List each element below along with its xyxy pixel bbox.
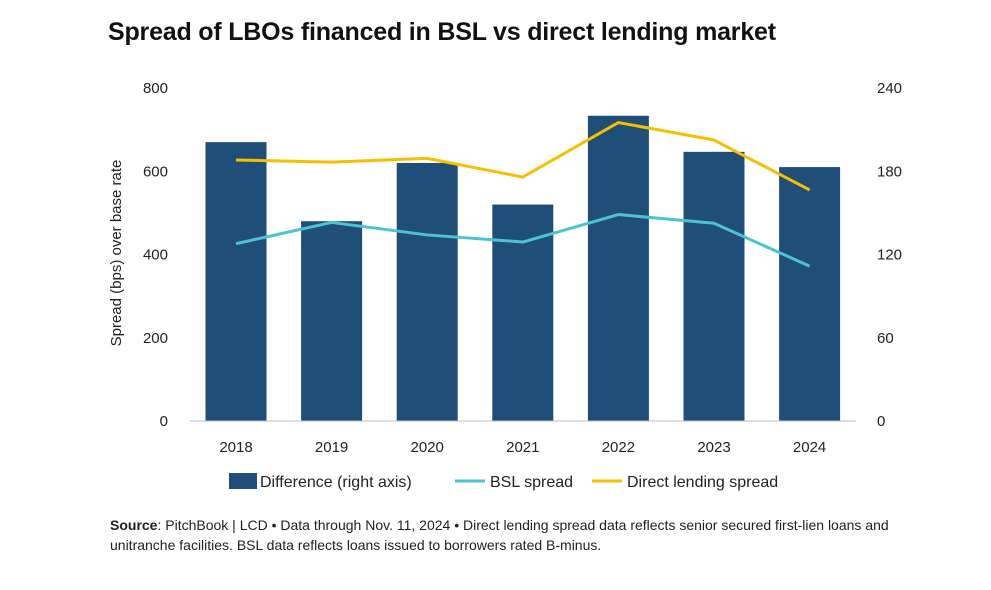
x-tick-label: 2018 [219,439,252,456]
bar-difference-2023 [683,151,745,421]
right-axis-ticks: 0 60 120 180 240 [877,80,902,430]
legend-label-bsl: BSL spread [490,474,573,491]
lines-group [235,121,811,268]
right-tick-label: 180 [877,163,902,180]
x-tick-label: 2023 [697,439,730,456]
x-tick-label: 2020 [411,439,444,456]
right-tick-label: 240 [877,80,902,97]
bar-difference-2020 [396,162,458,422]
source-text: : PitchBook | LCD • Data through Nov. 11… [110,517,889,553]
x-tick-label: 2024 [793,439,826,456]
left-tick-label: 800 [143,80,168,97]
legend-label-difference: Difference (right axis) [260,474,412,491]
left-tick-label: 200 [143,330,168,347]
bar-difference-2018 [205,142,267,422]
left-axis-ticks: 0 200 400 600 800 [143,80,168,430]
x-axis-ticks: 2018 2019 2020 2021 2022 2023 2024 [219,439,826,456]
source-label: Source [110,517,158,533]
bar-difference-2022 [587,115,649,421]
legend-label-direct: Direct lending spread [627,474,778,491]
bar-difference-2019 [301,221,363,421]
right-tick-label: 0 [877,413,885,430]
left-tick-label: 400 [143,247,168,264]
legend-swatch-difference [229,473,257,489]
left-tick-label: 600 [143,163,168,180]
x-tick-label: 2022 [602,439,635,456]
chart-title: Spread of LBOs financed in BSL vs direct… [108,18,776,46]
bar-difference-2024 [779,167,841,421]
right-tick-label: 60 [877,330,894,347]
right-tick-label: 120 [877,247,902,264]
x-tick-label: 2021 [506,439,539,456]
source-note: Source: PitchBook | LCD • Data through N… [110,515,910,555]
left-tick-label: 0 [160,413,168,430]
legend: Difference (right axis) BSL spread Direct … [229,473,778,491]
x-tick-label: 2019 [315,439,348,456]
left-axis-title: Spread (bps) over base rate [108,160,125,347]
bars-group [205,115,841,422]
